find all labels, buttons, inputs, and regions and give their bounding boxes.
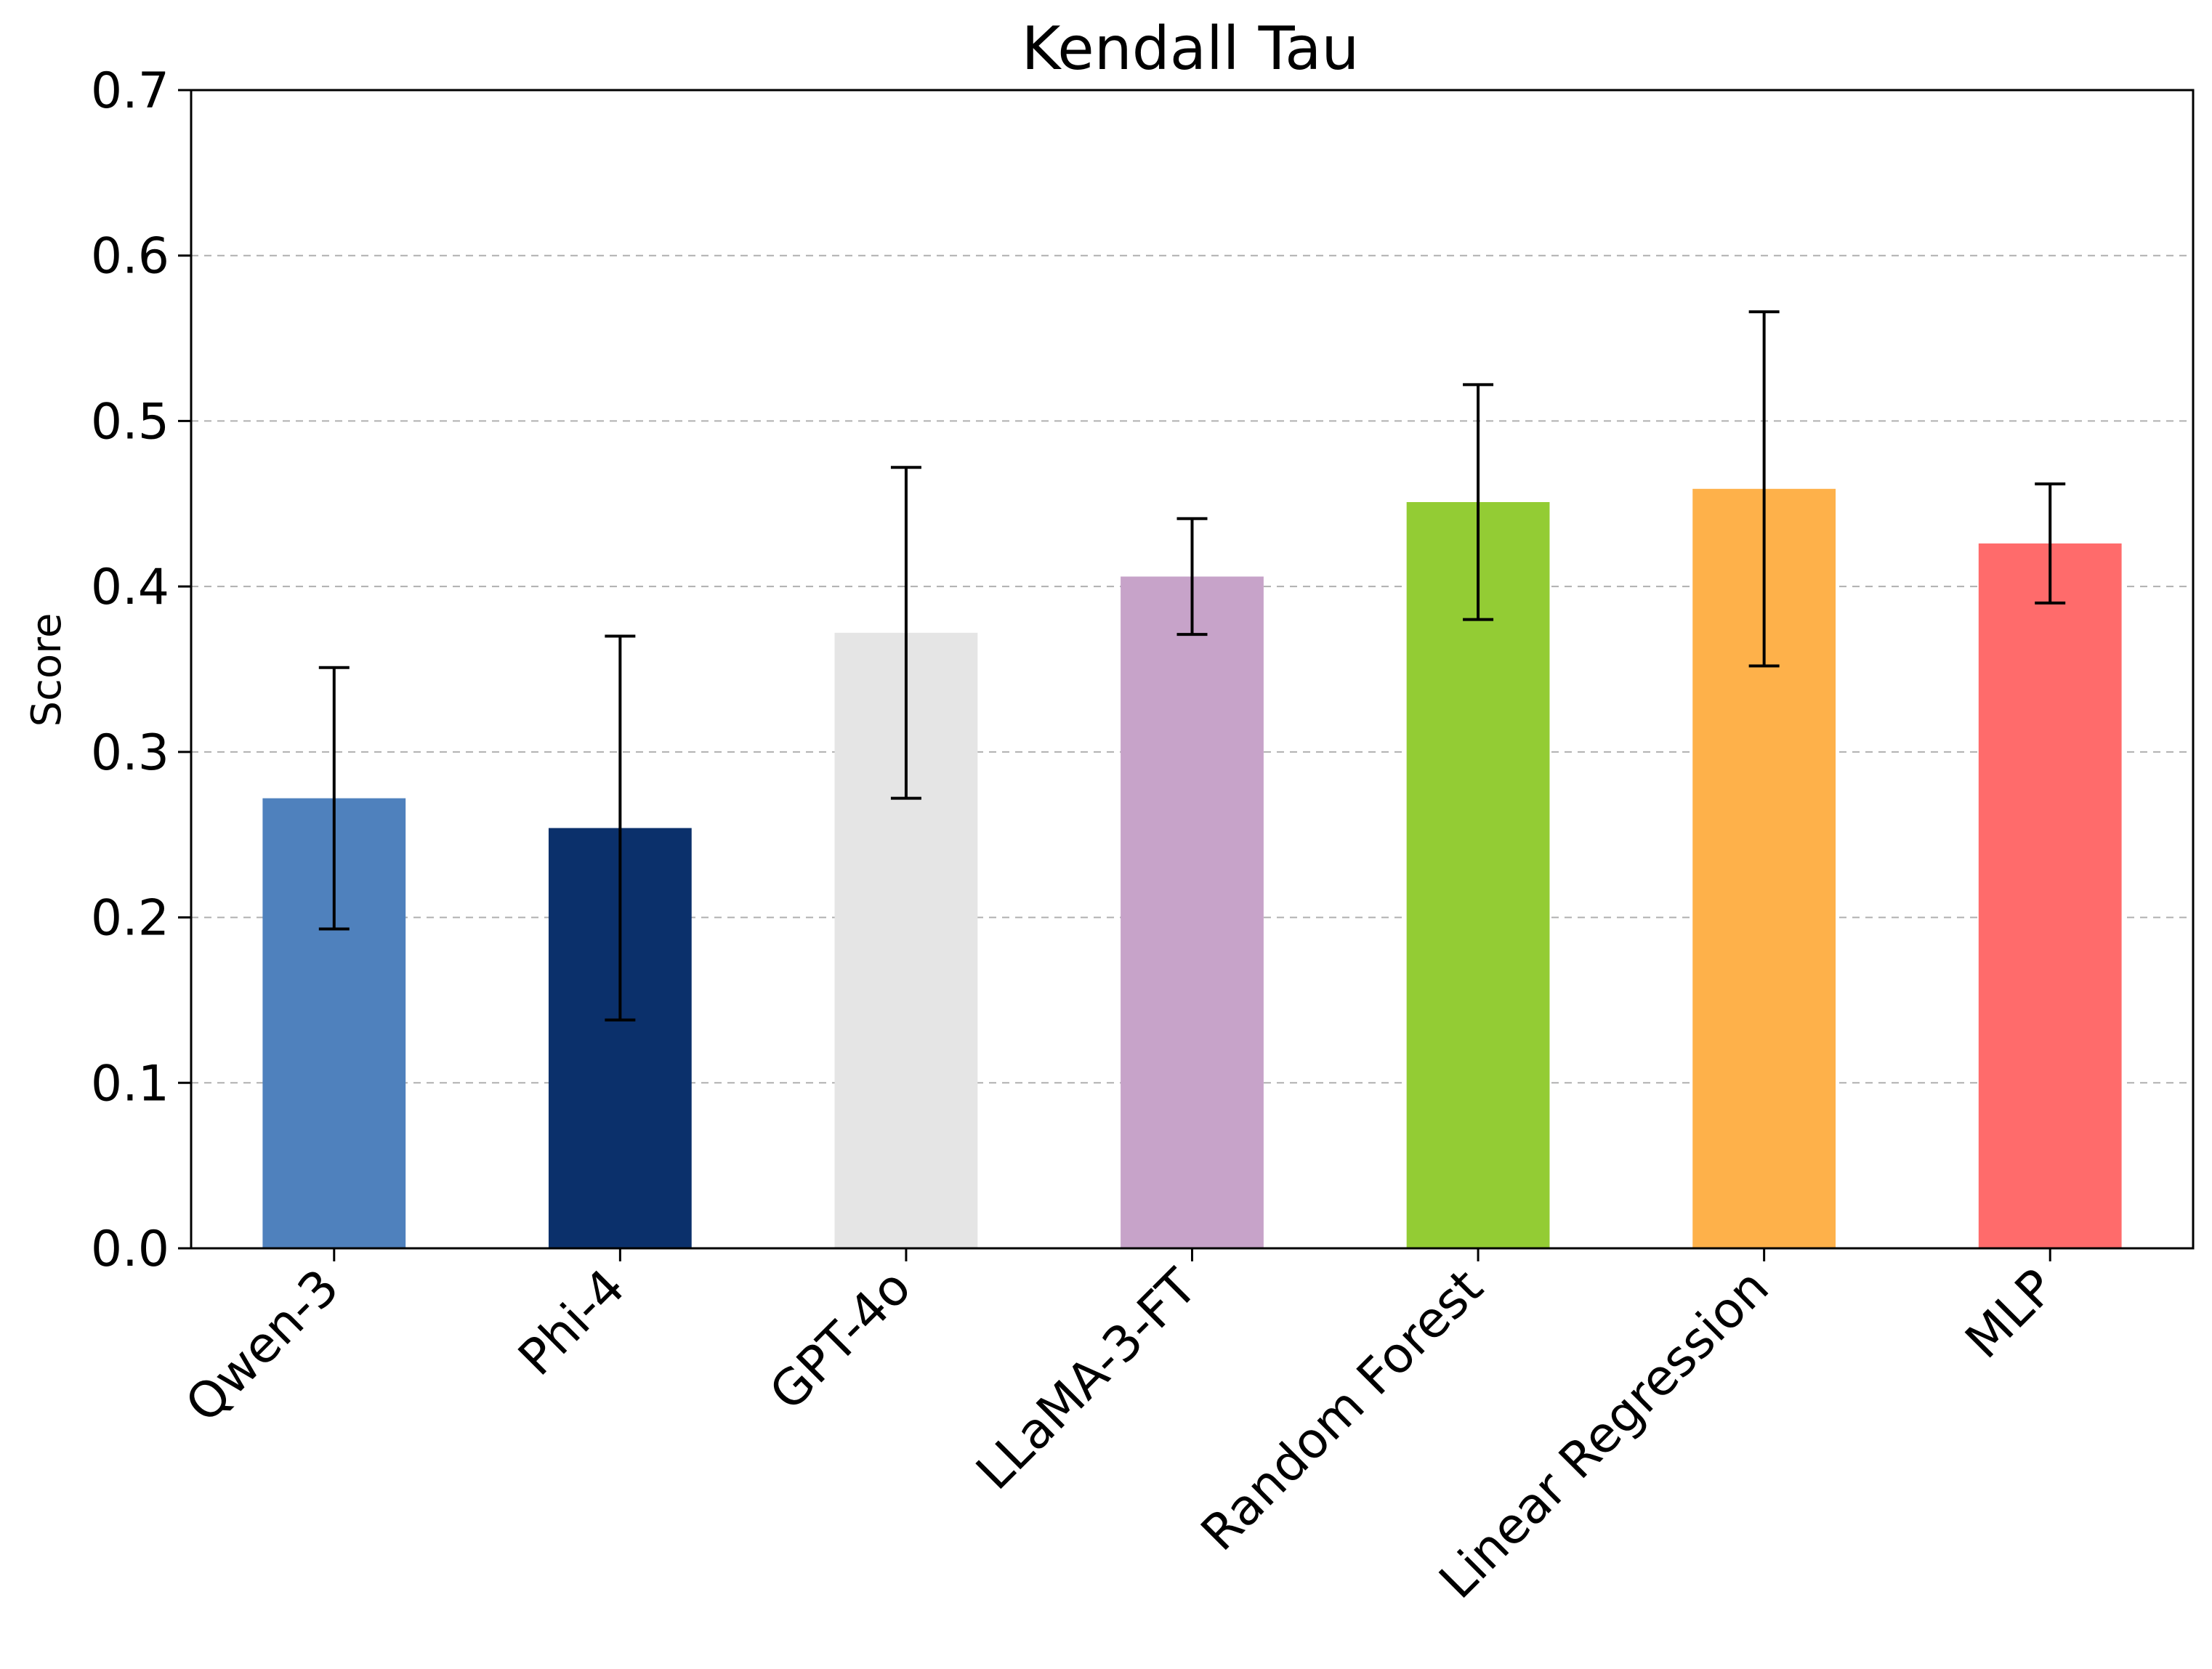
x-tick-label: MLP <box>1955 1258 2066 1370</box>
y-axis-label: Score <box>23 613 70 727</box>
y-tick-label: 0.5 <box>91 393 169 450</box>
y-tick-label: 0.3 <box>91 724 169 782</box>
bar <box>1978 543 2122 1248</box>
x-tick-label: Random Forest <box>1190 1258 1494 1562</box>
y-tick-label: 0.0 <box>91 1221 169 1278</box>
x-tick-label: GPT-4o <box>759 1258 922 1421</box>
bar <box>1406 502 1550 1248</box>
x-tick-label: LLaMA-3-FT <box>966 1258 1208 1501</box>
bar <box>1121 576 1264 1248</box>
y-tick-label: 0.7 <box>91 62 169 120</box>
chart-title: Kendall Tau <box>1022 15 1360 84</box>
bars <box>262 488 2122 1248</box>
y-tick-label: 0.4 <box>91 559 169 616</box>
error-bars <box>318 310 2066 1022</box>
y-tick-label: 0.1 <box>91 1055 169 1112</box>
y-tick-label: 0.6 <box>91 228 169 286</box>
x-tick-label: Phi-4 <box>508 1258 637 1387</box>
y-ticks: 0.0 0.1 0.2 0.3 0.4 0.5 0.6 0.7 <box>91 62 191 1278</box>
x-tick-label: Qwen-3 <box>175 1258 350 1434</box>
y-tick-label: 0.2 <box>91 890 169 947</box>
